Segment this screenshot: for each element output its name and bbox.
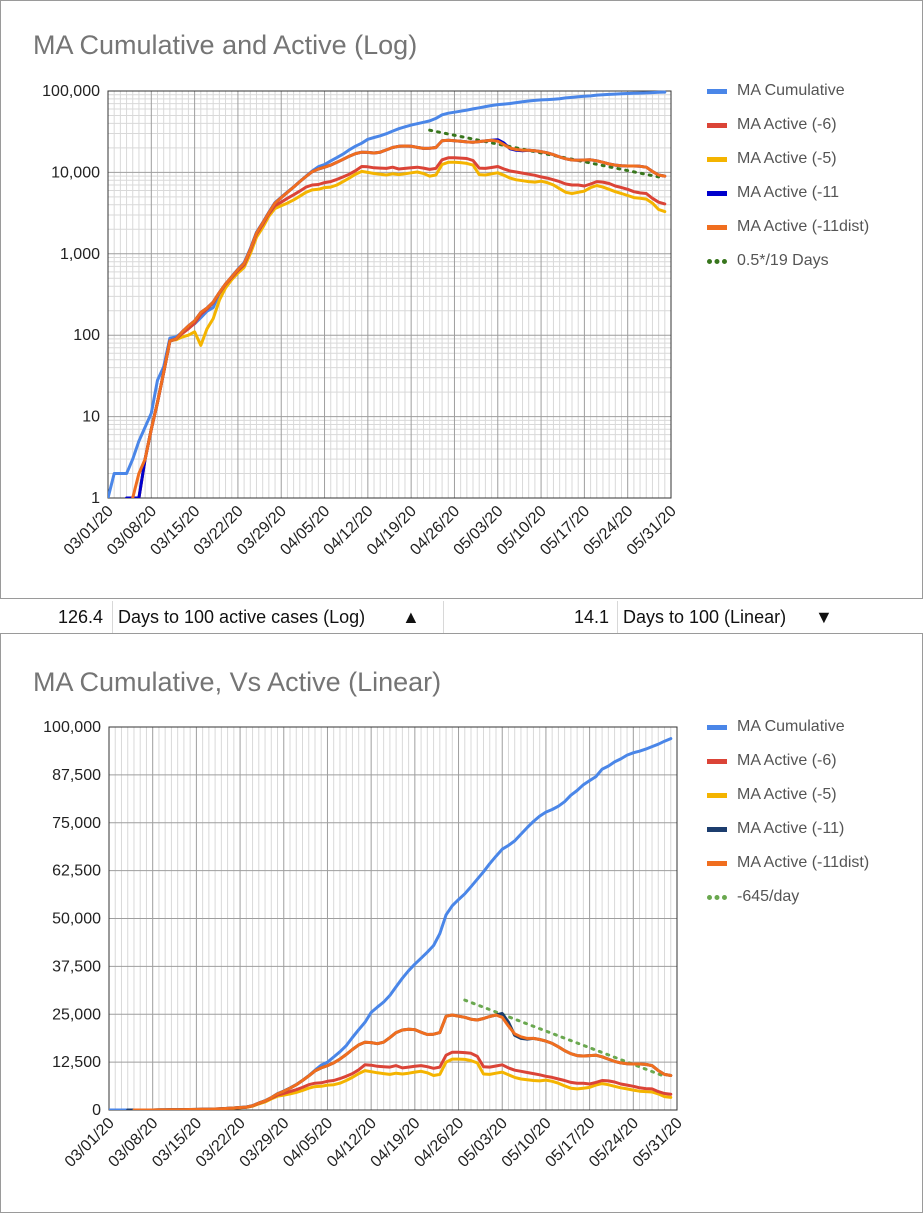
log-days-label: Days to 100 active cases (Log) bbox=[118, 606, 366, 627]
legend-swatch bbox=[707, 190, 727, 196]
series-line bbox=[428, 128, 661, 179]
stats-bar: 126.4 Days to 100 active cases (Log) ▲ 1… bbox=[0, 601, 923, 633]
legend-label: 0.5*/19 Days bbox=[737, 252, 829, 269]
series-line bbox=[137, 156, 667, 498]
y-tick-label: 100 bbox=[73, 327, 100, 344]
linear-trend-arrow: ▼ bbox=[815, 606, 833, 627]
legend-swatch bbox=[707, 122, 727, 128]
linear-chart-legend: MA Cumulative MA Active (-6) MA Active (… bbox=[707, 710, 869, 914]
legend-label: MA Active (-11dist) bbox=[737, 218, 870, 235]
legend-item: 0.5*/19 Days bbox=[707, 244, 869, 278]
y-tick-label: 87,500 bbox=[52, 767, 101, 784]
series-line bbox=[131, 138, 667, 498]
legend-swatch bbox=[707, 758, 727, 764]
cell-divider bbox=[443, 601, 444, 633]
y-tick-label: 75,000 bbox=[52, 815, 101, 832]
y-tick-label: 1,000 bbox=[60, 246, 100, 263]
log-trend-arrow: ▲ bbox=[402, 606, 420, 627]
y-tick-label: 25,000 bbox=[52, 1006, 101, 1023]
legend-item: MA Cumulative bbox=[707, 710, 869, 744]
y-tick-label: 100,000 bbox=[42, 83, 100, 100]
y-tick-label: 37,500 bbox=[52, 958, 101, 975]
legend-swatch bbox=[707, 826, 727, 832]
legend-item: MA Active (-6) bbox=[707, 744, 869, 778]
legend-item: MA Active (-11dist) bbox=[707, 846, 869, 880]
series-line bbox=[137, 160, 667, 498]
legend-label: MA Active (-6) bbox=[737, 116, 837, 133]
legend-swatch bbox=[707, 792, 727, 798]
legend-swatch bbox=[707, 156, 727, 162]
legend-swatch bbox=[707, 258, 727, 264]
legend-item: MA Active (-11dist) bbox=[707, 210, 869, 244]
log-days-value: 126.4 bbox=[58, 606, 104, 627]
y-tick-label: 10 bbox=[82, 409, 100, 426]
y-tick-label: 62,500 bbox=[52, 863, 101, 880]
y-tick-label: 12,500 bbox=[52, 1054, 101, 1071]
linear-chart-svg: 0 12,500 25,000 37,500 50,000 62,500 75,000 87,… bbox=[43, 719, 686, 1171]
log-chart-title: MA Cumulative and Active (Log) bbox=[33, 30, 418, 60]
legend-label: MA Active (-11dist) bbox=[737, 854, 870, 871]
legend-swatch bbox=[707, 88, 727, 94]
log-chart-legend: MA Cumulative MA Active (-6) MA Active (… bbox=[707, 74, 869, 278]
legend-item: MA Active (-11 bbox=[707, 176, 869, 210]
legend-item: -645/day bbox=[707, 880, 869, 914]
legend-label: -645/day bbox=[737, 888, 800, 905]
legend-item: MA Active (-5) bbox=[707, 778, 869, 812]
legend-item: MA Active (-11) bbox=[707, 812, 869, 846]
legend-label: MA Cumulative bbox=[737, 82, 845, 99]
log-chart-svg: 1101001,00010,000100,00003/01/2003/08/20… bbox=[42, 83, 680, 559]
linear-days-label: Days to 100 (Linear) bbox=[623, 606, 787, 627]
legend-label: MA Active (-11 bbox=[737, 184, 839, 201]
linear-chart-title: MA Cumulative, Vs Active (Linear) bbox=[33, 667, 442, 697]
log-chart-panel: MA Cumulative and Active (Log) 1 10 100 1,0… bbox=[0, 0, 923, 599]
legend-swatch bbox=[707, 894, 727, 900]
y-tick-label: 50,000 bbox=[52, 911, 101, 928]
legend-item: MA Active (-6) bbox=[707, 108, 869, 142]
y-tick-label: 10,000 bbox=[51, 164, 100, 181]
legend-label: MA Active (-11) bbox=[737, 820, 845, 837]
series-line bbox=[132, 1013, 673, 1110]
cell-divider bbox=[617, 601, 618, 633]
linear-chart-panel: MA Cumulative, Vs Active (Linear) 0 12,50… bbox=[0, 633, 923, 1213]
legend-label: MA Cumulative bbox=[737, 718, 845, 735]
y-tick-label: 0 bbox=[92, 1102, 101, 1119]
series-line bbox=[138, 1050, 673, 1110]
plot-border bbox=[107, 90, 672, 499]
legend-swatch bbox=[707, 724, 727, 730]
legend-swatch bbox=[707, 224, 727, 230]
linear-days-value: 14.1 bbox=[574, 606, 610, 627]
legend-swatch bbox=[707, 860, 727, 866]
cell-divider bbox=[112, 601, 113, 633]
legend-label: MA Active (-6) bbox=[737, 752, 837, 769]
y-tick-label: 100,000 bbox=[43, 719, 101, 736]
legend-item: MA Cumulative bbox=[707, 74, 869, 108]
legend-label: MA Active (-5) bbox=[737, 786, 837, 803]
plot-border bbox=[108, 726, 678, 1111]
legend-label: MA Active (-5) bbox=[737, 150, 837, 167]
legend-item: MA Active (-5) bbox=[707, 142, 869, 176]
y-tick-label: 1 bbox=[91, 490, 100, 507]
